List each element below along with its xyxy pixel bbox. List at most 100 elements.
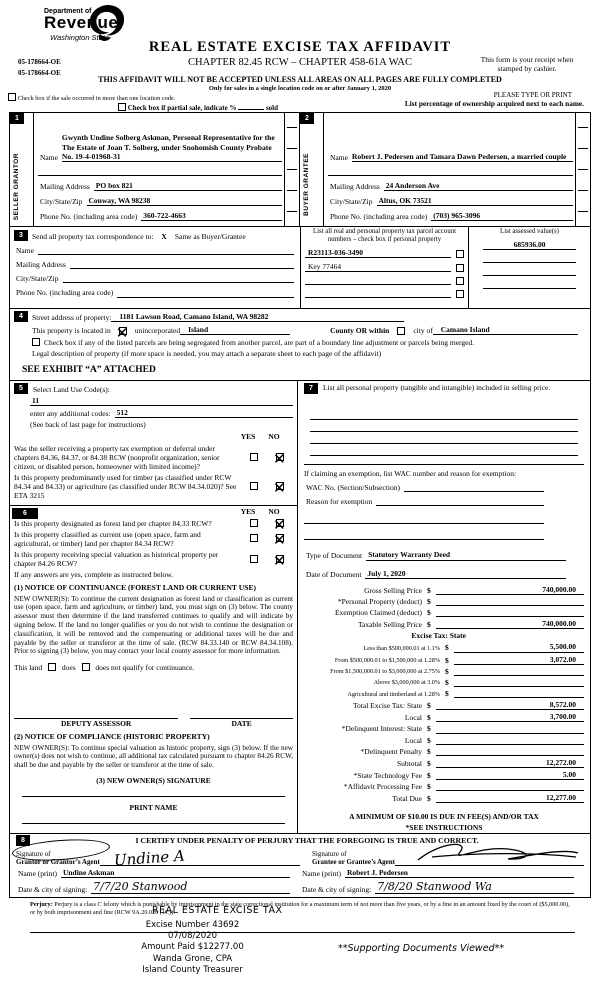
corr-city-field[interactable] — [62, 274, 294, 284]
buyer-mailing-value[interactable]: 24 Anderson Ave — [383, 181, 573, 192]
land-use-code-value[interactable]: 11 — [30, 396, 293, 407]
bracket-4-value[interactable] — [454, 678, 584, 687]
middle-columns: 5 Select Land Use Code(s): 11 enter any … — [10, 380, 590, 833]
personal-property-line[interactable] — [310, 408, 578, 420]
buyer-name-value[interactable]: Robert J. Pedersen and Tamara Dawn Peder… — [351, 152, 573, 162]
doc-date-value[interactable]: July 1, 2020 — [365, 569, 566, 579]
gross-price-value[interactable]: 740,000.00 — [436, 585, 584, 595]
local-tax-value[interactable]: 3,700.00 — [436, 712, 584, 723]
seller-blank-field[interactable] — [38, 167, 282, 176]
grantee-date-city-value[interactable]: 7/8/20 Stanwood Wa — [375, 880, 574, 895]
grantee-printed-name[interactable]: Robert J. Pedersen — [344, 868, 574, 879]
q3-yes-checkbox[interactable] — [250, 518, 258, 527]
q2-yes-checkbox[interactable] — [250, 482, 258, 491]
buyer-city-value[interactable]: Altus, OK 73521 — [376, 196, 573, 207]
parcel-personal-checkbox[interactable] — [456, 276, 464, 285]
delinq-penalty-value[interactable] — [436, 747, 584, 756]
seller-mailing-value[interactable]: PO box 821 — [93, 181, 282, 192]
multi-location-checkbox[interactable] — [8, 93, 16, 101]
parcel-personal-checkbox[interactable] — [456, 249, 464, 258]
buyer-blank-field[interactable] — [328, 167, 573, 176]
q5-no-checkbox[interactable] — [273, 552, 286, 570]
same-as-x-mark[interactable]: X — [161, 231, 167, 241]
legal-description-label: Legal description of property (if more s… — [32, 349, 382, 359]
left-column: 5 Select Land Use Code(s): 11 enter any … — [10, 381, 298, 833]
assessed-value[interactable] — [483, 280, 576, 289]
segregated-checkbox[interactable] — [32, 338, 40, 347]
seller-city-value[interactable]: Conway, WA 98238 — [86, 196, 282, 207]
does-not-checkbox[interactable] — [81, 663, 90, 672]
personal-property-line[interactable] — [310, 420, 578, 432]
city-value[interactable]: Camano Island — [432, 325, 578, 336]
stamp-cashier-name: Wanda Grone, CPA — [152, 953, 233, 964]
seller-name-value[interactable]: Gwynth Undine Solberg Askman, Personal R… — [61, 133, 282, 162]
personal-property-line[interactable] — [310, 432, 578, 444]
q3-no-checkbox[interactable] — [273, 516, 286, 534]
street-address-value[interactable]: 1181 Lawson Road, Camano Island, WA 9828… — [111, 312, 404, 322]
grantor-printed-name[interactable]: Undine Askman — [60, 868, 290, 879]
partial-percent-field[interactable] — [238, 101, 265, 110]
grantee-signature-line[interactable] — [395, 843, 584, 866]
date-label: DATE — [190, 718, 293, 728]
city-checkbox[interactable] — [397, 327, 406, 336]
q2-no-checkbox[interactable] — [273, 479, 286, 497]
seller-percentage-column — [284, 113, 299, 226]
bracket-5-value[interactable] — [454, 689, 584, 699]
excise-tax-state-header: Excise Tax: State — [411, 631, 466, 641]
corr-phone-field[interactable] — [117, 289, 294, 298]
taxable-price-value[interactable]: 740,000.00 — [436, 619, 584, 630]
total-due-value[interactable]: 12,277.00 — [436, 793, 584, 804]
bracket-3-value[interactable] — [454, 667, 584, 676]
wac-field[interactable] — [403, 483, 544, 493]
parcel-number-value[interactable]: R23113-036-3490 — [305, 248, 451, 258]
q4-yes-checkbox[interactable] — [250, 534, 258, 543]
grantor-date-city-value[interactable]: 7/7/20 Stanwood — [91, 880, 290, 895]
unincorporated-checkbox[interactable] — [116, 324, 129, 342]
delinq-interest-state-value[interactable] — [436, 725, 584, 734]
print-name-line[interactable] — [22, 812, 285, 825]
county-value[interactable]: Island — [180, 325, 291, 336]
q1-yes-checkbox[interactable] — [250, 452, 258, 461]
dollar-sign: $ — [427, 735, 431, 745]
additional-codes-label: enter any additional codes: — [30, 409, 111, 419]
total-state-value[interactable]: 8,572.00 — [436, 700, 584, 711]
partial-sale-checkbox[interactable] — [118, 103, 126, 111]
bracket-2-value[interactable]: 3,072.00 — [454, 655, 584, 665]
name-print-label: Name (print) — [302, 869, 341, 878]
additional-codes-value[interactable]: 512 — [114, 408, 293, 419]
personal-property-line[interactable] — [310, 444, 578, 456]
processing-fee-value[interactable] — [436, 782, 584, 792]
does-label: does — [61, 663, 76, 673]
subtotal-value[interactable]: 12,272.00 — [436, 758, 584, 768]
tech-fee-value[interactable]: 5.00 — [436, 770, 584, 781]
assessed-value[interactable]: 685936.00 — [483, 240, 576, 250]
parcel-number-value[interactable] — [305, 276, 451, 285]
q4-no-checkbox[interactable] — [273, 531, 286, 549]
bracket-1-value[interactable]: 5,500.00 — [454, 642, 584, 653]
assessed-value[interactable] — [483, 267, 576, 276]
corr-mailing-field[interactable] — [69, 260, 294, 270]
doc-type-value[interactable]: Statutory Warranty Deed — [366, 550, 566, 561]
personal-deduct-value[interactable] — [436, 597, 584, 606]
assessed-value[interactable] — [483, 254, 576, 263]
corr-name-field[interactable] — [37, 246, 294, 256]
parcel-number-value[interactable]: Key 77464 — [305, 262, 451, 272]
grantor-signature-line[interactable]: Undine A — [99, 846, 300, 869]
exemption-deduct-value[interactable] — [436, 608, 584, 618]
reason-field[interactable] — [376, 497, 544, 507]
q1-no-checkbox[interactable] — [273, 450, 286, 468]
delinq-interest-local-value[interactable] — [436, 736, 584, 745]
parcel-personal-checkbox[interactable] — [456, 263, 464, 272]
seller-city-label: City/State/Zip — [40, 197, 83, 207]
reason-extra-line[interactable] — [304, 528, 544, 541]
new-owner-signature-line[interactable] — [22, 785, 285, 798]
parcel-number-value[interactable] — [305, 289, 451, 298]
seller-phone-value[interactable]: 360-722-4663 — [141, 211, 282, 222]
parcel-personal-checkbox[interactable] — [456, 289, 464, 298]
buyer-phone-value[interactable]: (703) 965-3096 — [431, 211, 573, 222]
q5-yes-checkbox[interactable] — [250, 554, 258, 563]
reason-extra-line[interactable] — [304, 512, 544, 525]
signature-of-text: Signature of — [312, 849, 347, 858]
does-checkbox[interactable] — [48, 663, 56, 672]
